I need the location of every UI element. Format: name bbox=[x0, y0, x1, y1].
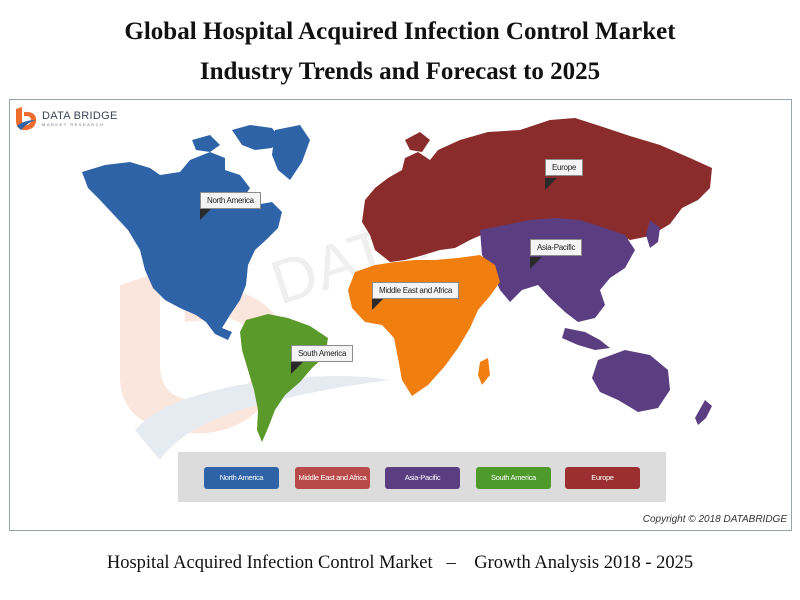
legend-middle-east-africa: Middle East and Africa bbox=[295, 467, 370, 489]
map-label-middle-east-africa: Middle East and Africa bbox=[372, 282, 459, 299]
label-pointers bbox=[200, 178, 557, 374]
world-map: DATA RESEARCH bbox=[82, 118, 712, 460]
region-north-america bbox=[82, 125, 310, 340]
legend-asia-pacific: Asia-Pacific bbox=[385, 467, 460, 489]
logo-icon bbox=[16, 107, 37, 131]
copyright-notice: Copyright © 2018 DATABRIDGE bbox=[642, 514, 787, 525]
map-label-south-america: South America bbox=[291, 345, 354, 362]
legend-south-america: South America bbox=[476, 467, 551, 489]
legend-north-america: North America bbox=[204, 467, 279, 489]
region-middle-east-africa bbox=[348, 255, 500, 396]
legend-europe: Europe bbox=[565, 467, 640, 489]
map-legend: North America Middle East and Africa Asi… bbox=[178, 452, 666, 502]
data-bridge-logo: DATA BRIDGE MARKET RESEARCH bbox=[14, 106, 118, 132]
logo-title: DATA BRIDGE bbox=[42, 110, 118, 122]
page-subtitle: Industry Trends and Forecast to 2025 bbox=[199, 58, 601, 85]
map-label-asia-pacific: Asia-Pacific bbox=[530, 239, 583, 256]
logo-subtitle: MARKET RESEARCH bbox=[42, 122, 105, 127]
map-label-north-america: North America bbox=[200, 192, 261, 209]
region-asia-pacific bbox=[480, 218, 712, 425]
map-frame: DATA RESEARCH bbox=[9, 99, 792, 531]
region-europe bbox=[362, 118, 712, 262]
map-label-europe: Europe bbox=[545, 159, 583, 176]
footer-caption: Hospital Acquired Infection Control Mark… bbox=[106, 553, 694, 573]
page-title: Global Hospital Acquired Infection Contr… bbox=[124, 18, 676, 45]
